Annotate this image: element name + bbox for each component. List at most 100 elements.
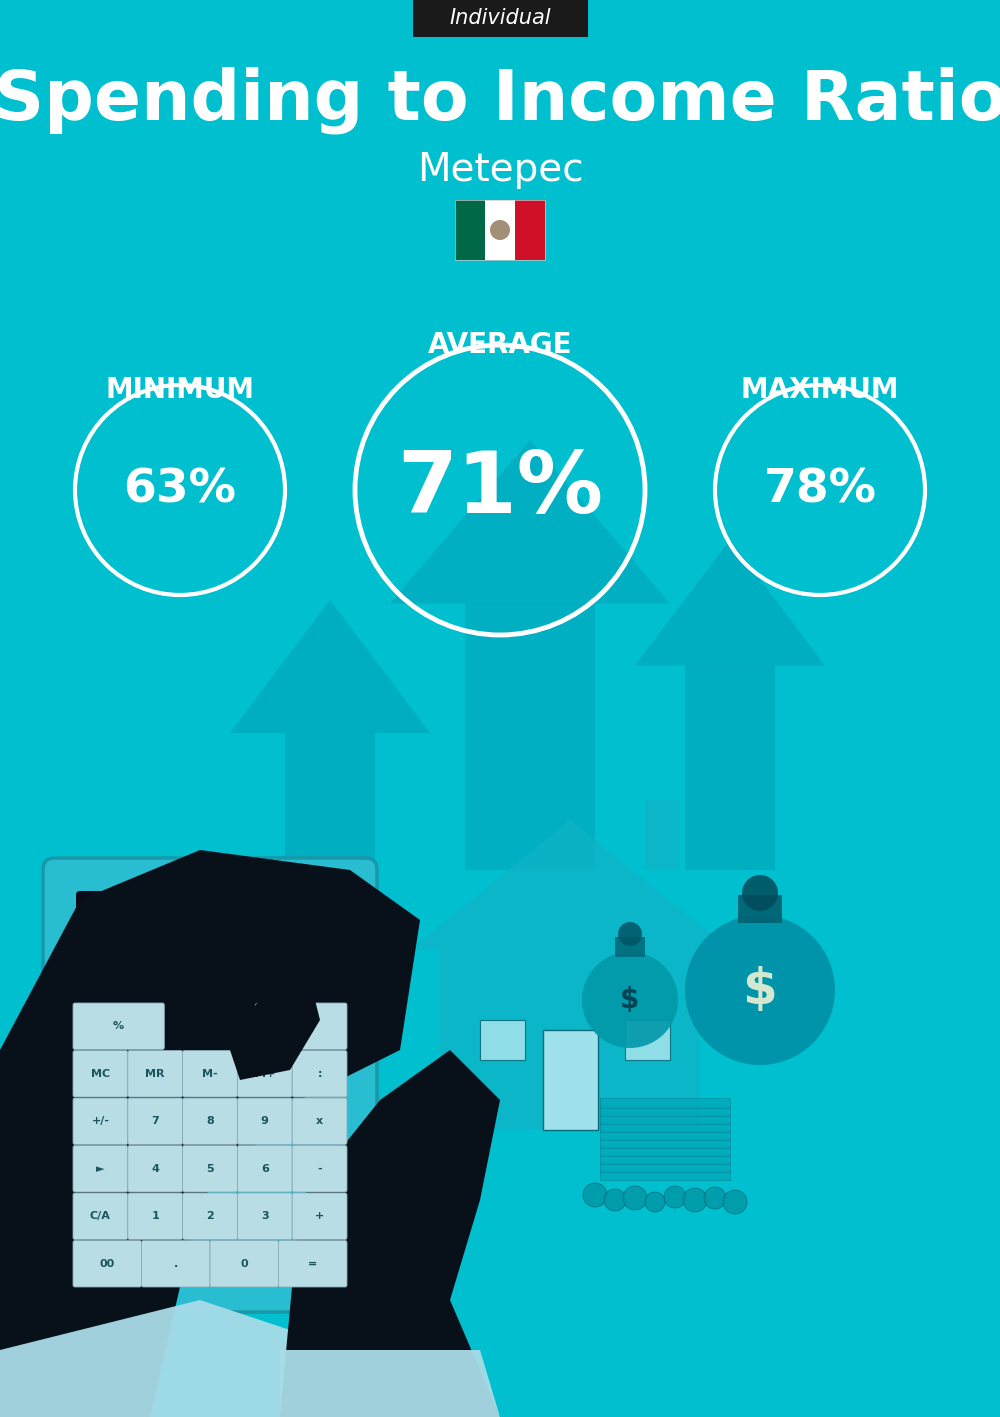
Circle shape <box>582 952 678 1049</box>
Polygon shape <box>280 1350 500 1417</box>
Text: 6: 6 <box>261 1163 269 1173</box>
Bar <box>625 1020 670 1060</box>
Circle shape <box>623 1186 647 1210</box>
FancyBboxPatch shape <box>128 1145 183 1192</box>
Circle shape <box>645 1192 665 1212</box>
Bar <box>600 1114 730 1124</box>
FancyBboxPatch shape <box>237 1050 292 1097</box>
Bar <box>480 1020 525 1060</box>
Text: AVERAGE: AVERAGE <box>428 332 572 359</box>
Text: :: : <box>317 1068 322 1078</box>
FancyBboxPatch shape <box>237 1145 292 1192</box>
Text: $: $ <box>620 986 640 1015</box>
Text: C/A: C/A <box>90 1212 111 1221</box>
Circle shape <box>723 1190 747 1214</box>
Bar <box>440 949 700 1129</box>
Text: 1: 1 <box>151 1212 159 1221</box>
Circle shape <box>742 876 778 911</box>
Text: ►: ► <box>96 1163 105 1173</box>
Text: 2: 2 <box>206 1212 214 1221</box>
Circle shape <box>683 1187 707 1212</box>
Text: MR: MR <box>145 1068 165 1078</box>
FancyBboxPatch shape <box>43 859 377 1312</box>
Polygon shape <box>390 441 670 604</box>
Polygon shape <box>0 850 420 1417</box>
Polygon shape <box>410 820 730 949</box>
Text: =: = <box>308 1258 317 1268</box>
Circle shape <box>490 220 510 239</box>
Circle shape <box>618 922 642 947</box>
Text: 7: 7 <box>151 1117 159 1127</box>
FancyBboxPatch shape <box>142 1240 210 1287</box>
Text: MU: MU <box>291 1022 311 1032</box>
FancyBboxPatch shape <box>73 1003 164 1050</box>
Text: MC: MC <box>91 1068 110 1078</box>
FancyBboxPatch shape <box>210 1240 278 1287</box>
Text: 0: 0 <box>240 1258 248 1268</box>
FancyBboxPatch shape <box>128 1098 183 1145</box>
Circle shape <box>704 1187 726 1209</box>
FancyBboxPatch shape <box>292 1193 347 1240</box>
Bar <box>515 200 545 259</box>
Text: 8: 8 <box>206 1117 214 1127</box>
Text: %: % <box>113 1022 124 1032</box>
FancyBboxPatch shape <box>73 1145 128 1192</box>
FancyBboxPatch shape <box>292 1098 347 1145</box>
FancyBboxPatch shape <box>237 1193 292 1240</box>
Polygon shape <box>230 599 430 733</box>
Text: M-: M- <box>202 1068 218 1078</box>
FancyBboxPatch shape <box>183 1145 237 1192</box>
FancyBboxPatch shape <box>73 1193 128 1240</box>
Bar <box>600 1122 730 1132</box>
Bar <box>615 937 645 956</box>
Text: 78%: 78% <box>764 468 876 513</box>
Bar <box>455 200 485 259</box>
Polygon shape <box>280 1050 500 1417</box>
Bar <box>600 1153 730 1163</box>
Text: x: x <box>316 1117 323 1127</box>
FancyBboxPatch shape <box>73 1098 128 1145</box>
Bar <box>600 1162 730 1172</box>
Text: 63%: 63% <box>124 468 237 513</box>
Bar <box>485 200 515 259</box>
Text: .: . <box>174 1258 178 1268</box>
Text: Metepec: Metepec <box>417 152 583 188</box>
Circle shape <box>685 915 835 1066</box>
FancyBboxPatch shape <box>278 1240 347 1287</box>
Bar <box>285 733 375 949</box>
Text: Individual: Individual <box>449 9 551 28</box>
Text: 3: 3 <box>261 1212 269 1221</box>
FancyBboxPatch shape <box>128 1050 183 1097</box>
Polygon shape <box>0 1299 350 1417</box>
Bar <box>600 1107 730 1117</box>
FancyBboxPatch shape <box>292 1145 347 1192</box>
Text: M+: M+ <box>255 1068 275 1078</box>
Bar <box>600 1098 730 1108</box>
Circle shape <box>604 1189 626 1212</box>
FancyBboxPatch shape <box>292 1050 347 1097</box>
FancyBboxPatch shape <box>413 0 588 37</box>
Text: 00: 00 <box>100 1258 115 1268</box>
Circle shape <box>664 1186 686 1209</box>
Text: Spending to Income Ratio: Spending to Income Ratio <box>0 67 1000 133</box>
Text: 9: 9 <box>261 1117 269 1127</box>
Text: 71%: 71% <box>397 449 603 531</box>
FancyBboxPatch shape <box>76 891 344 993</box>
Bar <box>600 1129 730 1141</box>
Text: 5: 5 <box>206 1163 214 1173</box>
Bar <box>600 1170 730 1180</box>
FancyBboxPatch shape <box>237 1098 292 1145</box>
FancyBboxPatch shape <box>183 1098 237 1145</box>
Text: -: - <box>317 1163 322 1173</box>
Polygon shape <box>635 540 825 666</box>
FancyBboxPatch shape <box>73 1050 128 1097</box>
Polygon shape <box>230 981 320 1080</box>
Bar <box>455 200 545 259</box>
FancyBboxPatch shape <box>256 1003 347 1050</box>
Bar <box>738 896 782 922</box>
Bar <box>685 666 775 870</box>
Bar <box>600 1138 730 1148</box>
Circle shape <box>583 1183 607 1207</box>
Bar <box>542 1030 598 1129</box>
Bar <box>645 801 680 870</box>
